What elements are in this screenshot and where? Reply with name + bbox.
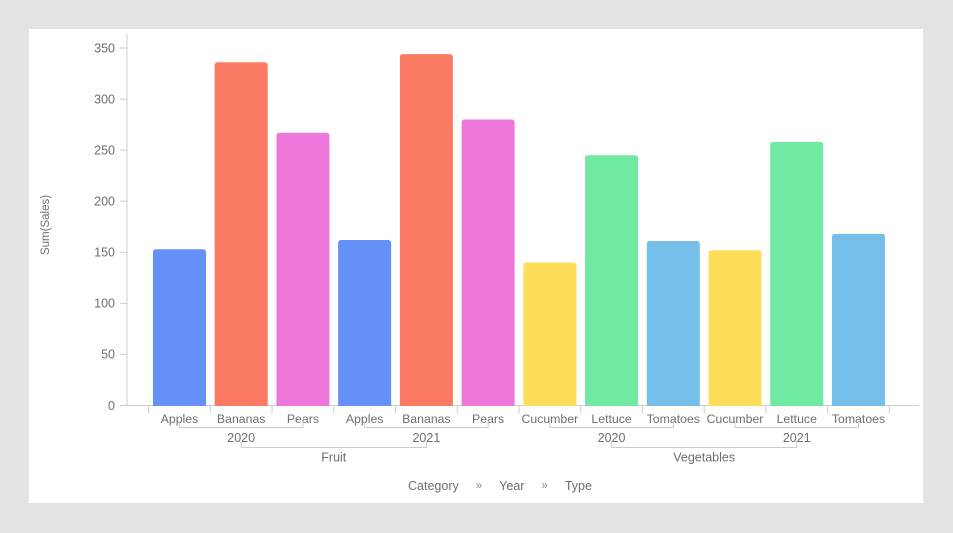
bar-lettuce-2021[interactable]: [770, 141, 824, 406]
x-type-label: Bananas: [402, 412, 451, 426]
x-type-label: Lettuce: [591, 412, 631, 426]
x-type-label: Apples: [161, 412, 199, 426]
chart-card: 0 50 100 150 200 250 300 350 Sum(Sales) Apples Ban…: [29, 29, 923, 503]
y-tick-label: 50: [101, 348, 115, 362]
bar-bananas-2021[interactable]: [399, 54, 453, 406]
breadcrumb-item-type[interactable]: Type: [564, 479, 592, 493]
x-year-label: 2021: [783, 431, 811, 445]
x-year-label: 2020: [227, 431, 255, 445]
y-tick-label: 100: [94, 297, 115, 311]
x-type-label: Cucumber: [707, 412, 764, 426]
year-bracket: [549, 421, 674, 428]
bar-cucumber-2020[interactable]: [523, 262, 577, 407]
x-year-label: 2021: [412, 431, 440, 445]
y-tick-label: 300: [94, 92, 115, 106]
x-year-label: 2020: [598, 431, 626, 445]
bar-cucumber-2021[interactable]: [708, 250, 762, 406]
bar-apples-2021[interactable]: [338, 240, 392, 406]
breadcrumb-item-year[interactable]: Year: [499, 479, 525, 493]
x-category-label: Vegetables: [673, 451, 735, 465]
y-tick-label: 350: [94, 41, 115, 55]
drilldown-breadcrumb: Category » Year » Type: [53, 479, 947, 493]
bar-pears-2021[interactable]: [461, 119, 515, 407]
x-type-label: Tomatoes: [832, 412, 885, 426]
breadcrumb-separator: »: [541, 480, 548, 492]
category-bracket: [611, 441, 798, 448]
y-tick-label: 150: [94, 246, 115, 260]
y-tick-label: 200: [94, 195, 115, 209]
year-bracket: [364, 421, 489, 428]
x-type-label: Apples: [346, 412, 384, 426]
breadcrumb-item-category[interactable]: Category: [408, 479, 459, 493]
bar-bananas-2020[interactable]: [214, 62, 268, 407]
y-tick-label: 0: [108, 399, 115, 413]
category-bracket: [240, 441, 427, 448]
bar-apples-2020[interactable]: [152, 249, 206, 406]
x-type-label: Pears: [472, 412, 504, 426]
x-type-label: Cucumber: [521, 412, 578, 426]
x-type-label: Pears: [287, 412, 319, 426]
x-type-label: Lettuce: [777, 412, 817, 426]
bar-chart: 0 50 100 150 200 250 300 350 Sum(Sales) Apples Ban…: [40, 34, 919, 465]
bar-tomatoes-2020[interactable]: [646, 241, 700, 406]
x-type-label: Bananas: [217, 412, 266, 426]
bar-pears-2020[interactable]: [276, 132, 330, 406]
x-type-label: Tomatoes: [647, 412, 700, 426]
y-tick-label: 250: [94, 143, 115, 157]
year-bracket: [734, 421, 859, 428]
year-bracket: [178, 421, 304, 428]
x-category-label: Fruit: [321, 451, 347, 465]
breadcrumb-separator: »: [475, 480, 483, 492]
y-axis-title: Sum(Sales): [40, 195, 52, 255]
bar-tomatoes-2021[interactable]: [831, 233, 885, 406]
bar-lettuce-2020[interactable]: [585, 155, 639, 406]
